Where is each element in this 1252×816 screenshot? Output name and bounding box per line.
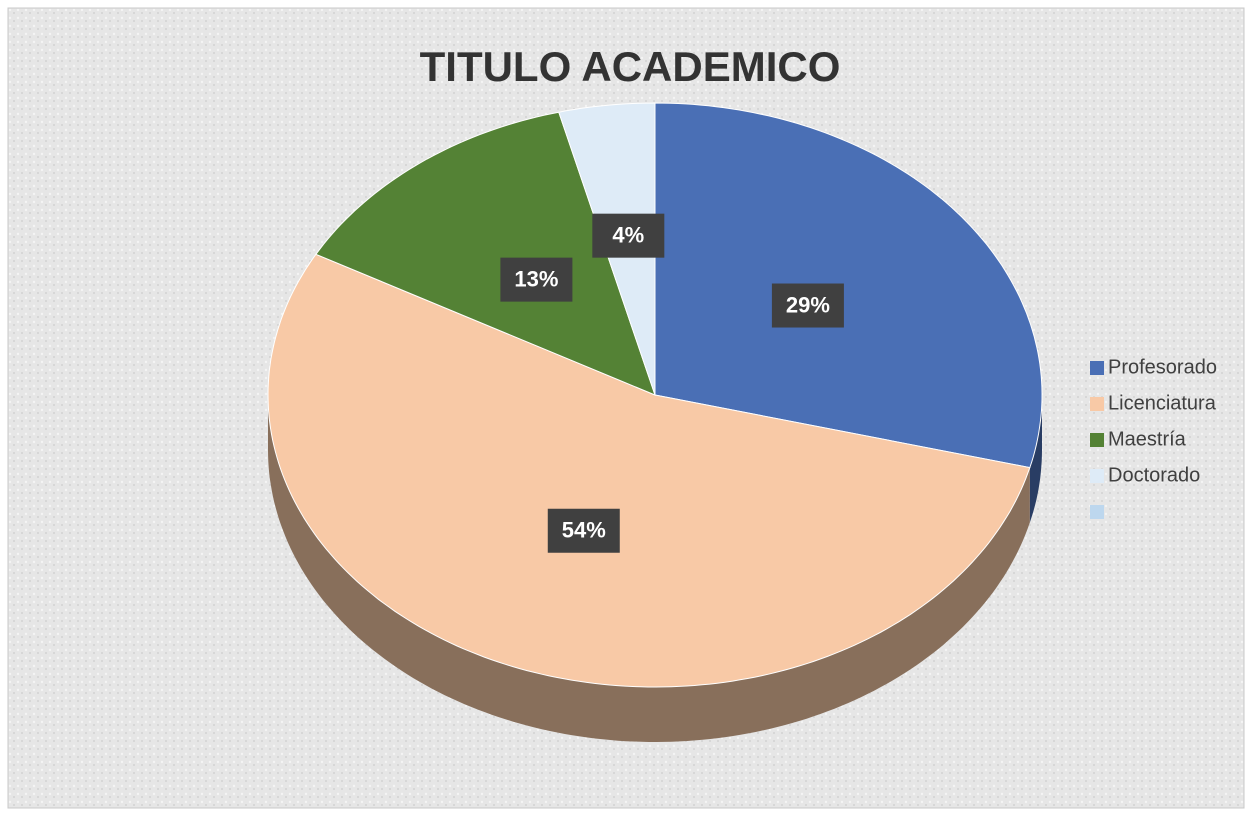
legend-label: Doctorado [1108, 464, 1200, 486]
data-label-box [771, 283, 844, 328]
legend-swatch [1090, 361, 1104, 375]
data-label: 4% [612, 222, 644, 247]
data-label: 54% [562, 518, 606, 543]
legend-label: Licenciatura [1108, 392, 1217, 414]
data-label-box [500, 257, 573, 302]
legend-label: Profesorado [1108, 356, 1217, 378]
data-label: 29% [786, 292, 830, 317]
legend-label: Maestría [1108, 428, 1187, 450]
slice [654, 102, 1043, 469]
legend-swatch [1090, 505, 1104, 519]
legend-swatch [1090, 433, 1104, 447]
slice-side [268, 395, 1030, 742]
chart-title: TITULO ACADEMICO [420, 43, 841, 90]
legend-swatch [1090, 469, 1104, 483]
legend-swatch [1090, 397, 1104, 411]
data-label-box [547, 508, 620, 553]
slice-side [1029, 395, 1042, 523]
slice [267, 253, 1031, 688]
data-label-box [592, 213, 665, 258]
data-label: 13% [514, 266, 558, 291]
slice [315, 111, 656, 396]
